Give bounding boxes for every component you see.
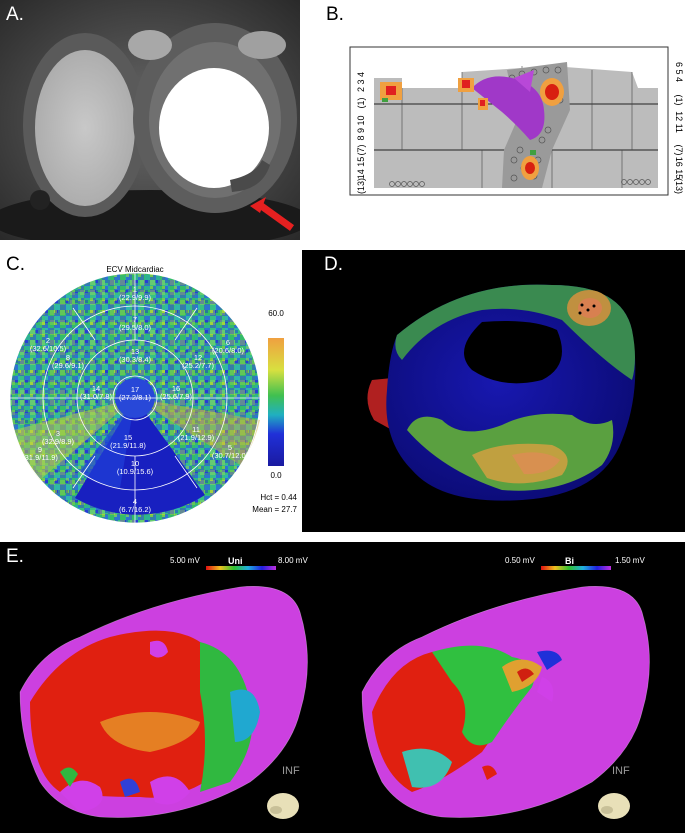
mean-value: Mean = 27.7 xyxy=(252,505,297,514)
segment-9-number: 9 xyxy=(38,445,42,454)
segment-13-number: 13 xyxy=(131,347,139,356)
segment-4-number: 4 xyxy=(133,497,137,506)
uni-color-scale xyxy=(206,566,276,570)
panel-a-ct-image: A. xyxy=(0,0,300,240)
panel-c-label: C. xyxy=(6,254,25,275)
panel-e-voltage-maps: E. 5.00 mV Uni 8.00 mV 0.50 mV Bi 1.50 m… xyxy=(0,542,685,833)
segment-16-number: 16 xyxy=(172,384,180,393)
segment-5-value: (30.7/12.0) xyxy=(212,451,249,460)
right-axis-tick: (13) xyxy=(674,178,684,194)
segment-6-value: (20.6/8.0) xyxy=(212,346,245,355)
unipolar-voltage-map: INF xyxy=(19,586,308,819)
colorbar-min-label: 0.0 xyxy=(270,471,282,480)
segment-13-value: (30.3/8.4) xyxy=(119,355,152,364)
segment-16-value: (25.6/7.9) xyxy=(160,392,193,401)
bi-name-label: Bi xyxy=(565,556,574,566)
segment-14-value: (31.0/7.8) xyxy=(80,392,113,401)
bi-orientation-label: INF xyxy=(612,765,630,777)
left-axis-tick: 8 9 10 xyxy=(356,115,366,140)
bi-color-scale xyxy=(541,566,611,570)
right-axis-tick: 6 5 4 xyxy=(674,62,684,82)
right-axis-tick: (7) xyxy=(674,145,684,156)
ecv-3d-render xyxy=(367,284,636,501)
panel-d-label: D. xyxy=(324,254,343,275)
segment-2-number: 2 xyxy=(46,336,50,345)
panel-e-label: E. xyxy=(6,546,24,567)
panel-b-polar-unfolded-map: B. xyxy=(302,0,685,240)
unfolded-ecv-map: 2 3 4 (1) 8 9 10 (7) 14 15 (13) 6 5 4 (1… xyxy=(349,46,684,196)
right-axis-tick: 16 15 xyxy=(674,157,684,180)
segment-11-value: (21.9/12.9) xyxy=(178,433,215,442)
segment-17-value: (27.2/8.1) xyxy=(119,393,152,402)
colorbar-max-label: 60.0 xyxy=(268,309,284,318)
left-axis-tick: 14 15 xyxy=(356,157,366,180)
bi-max-label: 1.50 mV xyxy=(615,556,645,565)
ct-scan-image xyxy=(0,0,300,240)
left-axis-tick: (13) xyxy=(356,178,366,194)
segment-7-number: 7 xyxy=(133,315,137,324)
left-axis-tick: (1) xyxy=(356,97,366,108)
segment-14-number: 14 xyxy=(92,384,100,393)
panel-b-label: B. xyxy=(326,4,344,25)
segment-6-number: 6 xyxy=(226,338,230,347)
right-axis-tick: 12 11 xyxy=(674,111,684,133)
segment-1-value: (22.9/9.9) xyxy=(119,293,152,302)
segment-12-value: (25.2/7.7) xyxy=(182,361,215,370)
segment-5-number: 5 xyxy=(228,443,232,452)
panel-a-label: A. xyxy=(6,4,24,25)
panel-c-bullseye-plot: C. ECV Midcardi xyxy=(0,250,300,532)
bipolar-legend: 0.50 mV Bi 1.50 mV xyxy=(505,556,665,572)
segment-17-number: 17 xyxy=(131,385,139,394)
segment-8-value: (29.6/9.1) xyxy=(52,361,85,370)
ecv-bullseye-chart: ECV Midcardiac 1 (22.9/9.9) 7 (29.5/8.0)… xyxy=(9,265,298,524)
segment-12-number: 12 xyxy=(194,353,202,362)
segment-7-value: (29.5/8.0) xyxy=(119,323,152,332)
segment-11-number: 11 xyxy=(192,425,200,434)
segment-9-value: (31.9/11.9) xyxy=(22,453,58,462)
uni-max-label: 8.00 mV xyxy=(278,556,308,565)
red-arrow-icon xyxy=(250,197,295,231)
heart-orientation-icon xyxy=(598,793,630,819)
heart-orientation-icon xyxy=(267,793,299,819)
segment-10-number: 10 xyxy=(131,459,139,468)
bi-min-label: 0.50 mV xyxy=(505,556,535,565)
unipolar-legend: 5.00 mV Uni 8.00 mV xyxy=(170,556,320,572)
left-axis-tick: (7) xyxy=(356,144,366,155)
segment-3-number: 3 xyxy=(56,429,60,438)
segment-10-value: (10.9/15.6) xyxy=(117,467,154,476)
segment-4-value: (6.7/16.2) xyxy=(119,505,152,514)
segment-1-number: 1 xyxy=(133,285,137,294)
segment-15-number: 15 xyxy=(124,433,132,442)
bullseye-title: ECV Midcardiac xyxy=(106,265,163,274)
hct-value: Hct = 0.44 xyxy=(260,493,297,502)
left-axis-tick: 2 3 4 xyxy=(356,72,366,92)
segment-8-number: 8 xyxy=(66,353,70,362)
uni-orientation-label: INF xyxy=(282,765,300,777)
uni-name-label: Uni xyxy=(228,556,243,566)
ecv-colorbar xyxy=(268,338,284,466)
bipolar-voltage-map: INF xyxy=(361,586,650,819)
panel-d-3d-ecv-map: D. xyxy=(302,250,685,532)
segment-15-value: (21.9/11.8) xyxy=(110,441,146,450)
uni-min-label: 5.00 mV xyxy=(170,556,200,565)
right-axis-tick: (1) xyxy=(674,95,684,106)
segment-2-value: (32.6/10.5) xyxy=(30,344,67,353)
segment-3-value: (32.9/8.9) xyxy=(42,437,75,446)
